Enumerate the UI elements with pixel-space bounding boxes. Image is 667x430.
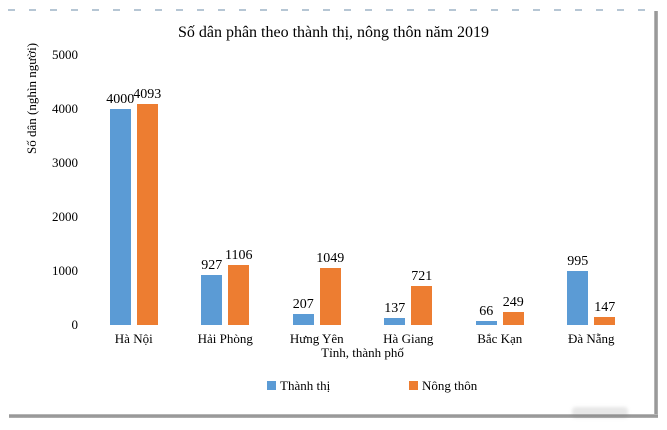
bar [319, 268, 341, 325]
dashed-top-border [8, 9, 654, 11]
right-shadow-border [654, 11, 658, 418]
bar [292, 314, 314, 325]
bar-value-label: 147 [594, 300, 616, 315]
bar-value-label: 66 [479, 304, 494, 319]
category-label: Hà Giang [383, 331, 434, 346]
bar-value-label: 927 [201, 258, 223, 273]
bar-value-label: 995 [567, 254, 589, 269]
bar-value-label: 1049 [316, 251, 345, 266]
bar [384, 318, 406, 325]
chart-title: Số dân phân theo thành thị, nông thôn nă… [177, 24, 490, 41]
legend-swatch [267, 380, 276, 390]
bar-value-label: 721 [411, 269, 433, 284]
y-tick-label: 2000 [52, 209, 78, 224]
bar-value-label: 1106 [225, 248, 253, 263]
y-tick-label: 3000 [52, 155, 78, 170]
legend-item: Nông thôn [409, 377, 477, 393]
bar-value-label: 4000 [106, 92, 135, 107]
category-label: Đà Nẵng [567, 331, 615, 346]
bar-value-label: 137 [384, 301, 406, 316]
category-label: Bắc Kạn [477, 331, 523, 346]
category-label: Hà Nội [114, 331, 153, 346]
bar-value-label: 4093 [133, 87, 162, 102]
x-axis-title: Tỉnh, thành phố [321, 345, 404, 360]
bar [201, 275, 223, 325]
bar-value-label: 207 [292, 297, 314, 312]
bar [228, 265, 250, 325]
bar [136, 104, 158, 325]
y-tick-label: 0 [71, 317, 79, 332]
bar [475, 321, 497, 325]
y-tick-label: 5000 [52, 47, 78, 62]
bar [109, 109, 131, 325]
legend-label: Nông thôn [422, 377, 478, 393]
category-label: Hải Phòng [197, 331, 253, 346]
bar-value-label: 249 [502, 295, 524, 310]
bar [411, 286, 433, 325]
bar [502, 312, 524, 325]
legend-item: Thành thị [267, 377, 330, 393]
y-tick-label: 4000 [52, 101, 78, 116]
bottom-shadow-border [9, 414, 658, 418]
bar [594, 317, 616, 325]
legend-label: Thành thị [280, 377, 331, 393]
bar [567, 271, 589, 325]
y-tick-label: 1000 [52, 263, 78, 278]
category-label: Hưng Yên [289, 331, 344, 346]
watermark [572, 407, 628, 418]
legend-swatch [409, 380, 418, 390]
